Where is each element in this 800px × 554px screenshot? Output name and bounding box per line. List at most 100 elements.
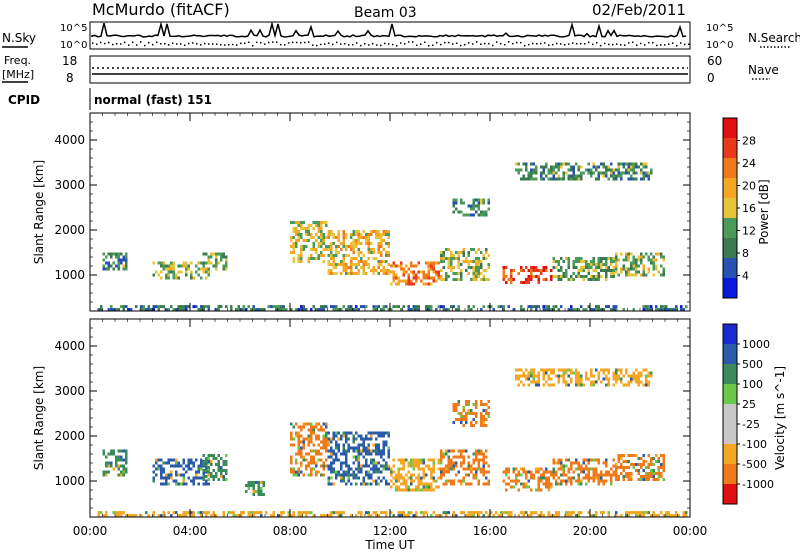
heatmap-cell: [292, 245, 295, 248]
heatmap-cell: [537, 488, 540, 492]
heatmap-cell: [320, 464, 323, 468]
heatmap-cell: [310, 422, 313, 426]
heatmap-cell: [365, 452, 368, 456]
heatmap-cell: [372, 470, 375, 474]
heatmap-cell: [472, 305, 475, 309]
heatmap-cell: [142, 308, 145, 312]
heatmap-cell: [112, 467, 115, 471]
heatmap-cell: [587, 162, 590, 166]
heatmap-cell: [442, 257, 445, 260]
heatmap-cell: [382, 443, 385, 447]
heatmap-cell: [312, 431, 315, 435]
heatmap-cell: [182, 511, 185, 515]
heatmap-cell: [247, 487, 250, 490]
heatmap-cell: [370, 449, 373, 453]
heatmap-cell: [457, 272, 460, 275]
heatmap-cell: [177, 461, 180, 465]
heatmap-cell: [355, 449, 358, 453]
heatmap-cell: [392, 470, 395, 474]
heatmap-cell: [595, 305, 598, 309]
heatmap-cell: [117, 455, 120, 459]
heatmap-cell: [592, 479, 595, 483]
heatmap-cell: [475, 452, 478, 456]
heatmap-cell: [355, 230, 358, 233]
heatmap-cell: [650, 469, 653, 472]
heatmap-cell: [327, 455, 330, 459]
heatmap-cell: [355, 242, 358, 245]
heatmap-cell: [355, 482, 358, 486]
heatmap-cell: [527, 269, 530, 272]
heatmap-cell: [515, 374, 518, 378]
heatmap-cell: [117, 264, 120, 268]
heatmap-cell: [487, 263, 490, 266]
heatmap-cell: [422, 488, 425, 492]
heatmap-cell: [207, 270, 210, 274]
heatmap-cell: [412, 305, 415, 309]
heatmap-cell: [627, 475, 630, 478]
heatmap-cell: [537, 479, 540, 483]
heatmap-cell: [380, 242, 383, 245]
heatmap-cell: [575, 461, 578, 465]
heatmap-cell: [572, 371, 575, 375]
heatmap-cell: [472, 260, 475, 263]
heatmap-cell: [245, 308, 248, 312]
heatmap-cell: [345, 473, 348, 477]
heatmap-cell: [330, 248, 333, 251]
heatmap-cell: [200, 461, 203, 465]
heatmap-cell: [457, 251, 460, 254]
heatmap-cell: [425, 485, 428, 489]
heatmap-cell: [455, 418, 458, 421]
heatmap-cell: [182, 264, 185, 268]
freq-label: Freq.: [4, 54, 31, 67]
colorbar-swatch: [723, 484, 737, 505]
heatmap-cell: [122, 473, 125, 477]
heatmap-cell: [427, 308, 430, 312]
heatmap-cell: [542, 371, 545, 375]
heatmap-cell: [487, 406, 490, 409]
heatmap-cell: [450, 263, 453, 266]
heatmap-cell: [112, 511, 115, 515]
heatmap-cell: [422, 511, 425, 515]
heatmap-cell: [367, 236, 370, 239]
heatmap-cell: [162, 476, 165, 480]
heatmap-cell: [635, 374, 638, 378]
heatmap-cell: [585, 263, 588, 266]
heatmap-cell: [462, 201, 465, 205]
heatmap-cell: [622, 171, 625, 175]
heatmap-cell: [365, 437, 368, 441]
heatmap-cell: [650, 457, 653, 460]
heatmap-cell: [420, 488, 423, 492]
heatmap-cell: [107, 264, 110, 268]
heatmap-cell: [630, 273, 633, 277]
heatmap-cell: [470, 511, 473, 515]
heatmap-cell: [615, 305, 618, 309]
x-tick-label: 00:00: [673, 524, 708, 538]
nsearch-point: [428, 45, 430, 47]
heatmap-cell: [635, 469, 638, 472]
heatmap-cell: [635, 177, 638, 181]
heatmap-cell: [412, 473, 415, 477]
heatmap-cell: [600, 479, 603, 483]
heatmap-cell: [290, 308, 293, 312]
heatmap-cell: [472, 412, 475, 415]
nsearch-point: [272, 41, 274, 43]
heatmap-cell: [335, 443, 338, 447]
heatmap-cell: [295, 431, 298, 435]
heatmap-cell: [210, 252, 213, 256]
heatmap-cell: [555, 305, 558, 309]
heatmap-cell: [615, 267, 618, 271]
heatmap-cell: [635, 261, 638, 265]
heatmap-cell: [637, 478, 640, 481]
heatmap-cell: [375, 269, 378, 272]
heatmap-cell: [390, 511, 393, 515]
heatmap-cell: [257, 511, 260, 515]
heatmap-cell: [467, 305, 470, 309]
heatmap-cell: [655, 264, 658, 268]
heatmap-cell: [572, 171, 575, 175]
heatmap-cell: [645, 308, 648, 312]
heatmap-cell: [547, 374, 550, 378]
heatmap-cell: [295, 242, 298, 245]
heatmap-cell: [660, 305, 663, 309]
heatmap-cell: [585, 371, 588, 375]
nsearch-point: [456, 42, 458, 44]
